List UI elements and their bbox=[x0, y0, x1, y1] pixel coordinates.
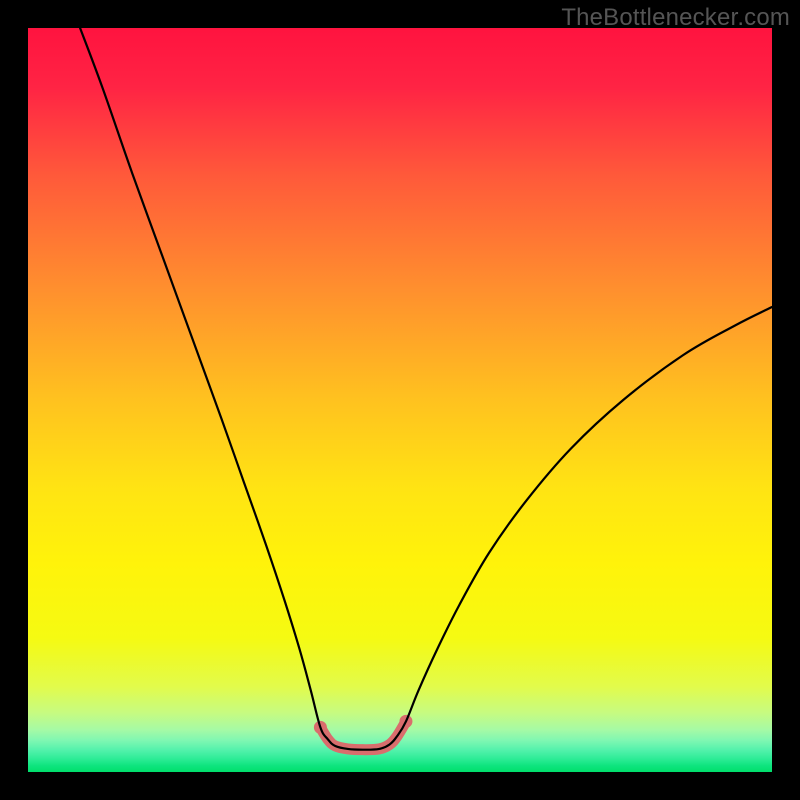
chart-stage: TheBottlenecker.com bbox=[0, 0, 800, 800]
bottleneck-chart-svg bbox=[0, 0, 800, 800]
plot-background bbox=[28, 28, 772, 772]
watermark-text: TheBottlenecker.com bbox=[561, 4, 790, 32]
